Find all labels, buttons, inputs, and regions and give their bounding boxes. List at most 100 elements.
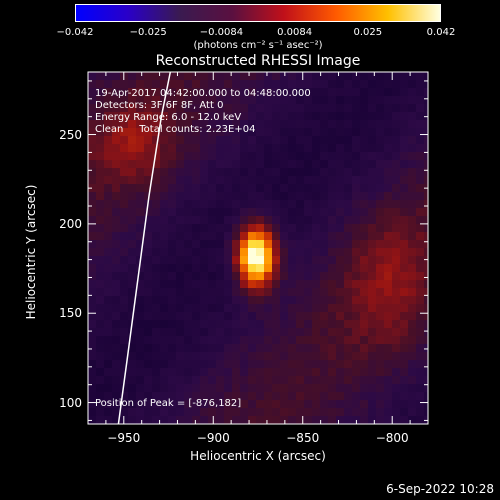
heatmap-cell: [240, 128, 249, 137]
heatmap-cell: [192, 232, 201, 241]
heatmap-cell: [192, 296, 201, 305]
heatmap-cell: [120, 104, 129, 113]
heatmap-cell: [184, 192, 193, 201]
heatmap-cell: [408, 72, 417, 81]
heatmap-cell: [144, 296, 153, 305]
heatmap-cell: [152, 352, 161, 361]
heatmap-cell: [352, 216, 361, 225]
heatmap-cell: [152, 336, 161, 345]
heatmap-cell: [360, 288, 369, 297]
heatmap-cell: [224, 400, 233, 409]
heatmap-cell: [328, 232, 337, 241]
heatmap-cell: [120, 144, 129, 153]
heatmap-cell: [424, 360, 428, 369]
heatmap-cell: [176, 272, 185, 281]
heatmap-cell: [224, 240, 233, 249]
heatmap-cell: [280, 176, 289, 185]
heatmap-cell: [400, 360, 409, 369]
heatmap-cell: [288, 176, 297, 185]
heatmap-cell: [128, 336, 137, 345]
heatmap-cell: [240, 88, 249, 97]
heatmap-cell: [400, 328, 409, 337]
heatmap-cell: [144, 384, 153, 393]
heatmap-cell: [304, 96, 313, 105]
heatmap-cell: [264, 336, 273, 345]
heatmap-cell: [184, 136, 193, 145]
heatmap-cell: [160, 384, 169, 393]
heatmap-cell: [264, 224, 273, 233]
heatmap-cell: [232, 120, 241, 129]
heatmap-cell: [368, 288, 377, 297]
heatmap-cell: [272, 120, 281, 129]
heatmap-cell: [296, 224, 305, 233]
heatmap-cell: [136, 112, 145, 121]
heatmap-cell: [304, 192, 313, 201]
heatmap-cell: [104, 88, 113, 97]
heatmap-cell: [328, 376, 337, 385]
heatmap-cell: [184, 152, 193, 161]
heatmap-cell: [88, 288, 97, 297]
heatmap-cell: [192, 240, 201, 249]
heatmap-cell: [224, 336, 233, 345]
heatmap-cell: [184, 400, 193, 409]
heatmap-cell: [344, 224, 353, 233]
heatmap-cell: [368, 112, 377, 121]
heatmap-cell: [296, 80, 305, 89]
heatmap-cell: [392, 184, 401, 193]
heatmap-cell: [416, 328, 425, 337]
heatmap-cell: [176, 72, 185, 81]
heatmap-cell: [104, 256, 113, 265]
heatmap-cell: [360, 400, 369, 409]
heatmap-cell: [120, 248, 129, 257]
heatmap-cell: [216, 120, 225, 129]
heatmap-cell: [320, 80, 329, 89]
heatmap-cell: [312, 88, 321, 97]
heatmap-cell: [208, 192, 217, 201]
heatmap-cell: [392, 104, 401, 113]
heatmap-cell: [152, 280, 161, 289]
heatmap-cell: [96, 104, 105, 113]
heatmap-cell: [368, 96, 377, 105]
heatmap-cell: [184, 128, 193, 137]
heatmap-cell: [376, 200, 385, 209]
heatmap-cell: [368, 152, 377, 161]
heatmap-cell: [336, 192, 345, 201]
heatmap-cell: [104, 264, 113, 273]
heatmap-cell: [240, 184, 249, 193]
heatmap-cell: [264, 376, 273, 385]
heatmap-cell: [288, 264, 297, 273]
heatmap-cell: [184, 384, 193, 393]
heatmap-cell: [296, 336, 305, 345]
heatmap-cell: [240, 304, 249, 313]
heatmap-cell: [280, 368, 289, 377]
heatmap-cell: [184, 328, 193, 337]
heatmap-cell: [392, 192, 401, 201]
heatmap-cell: [272, 296, 281, 305]
heatmap-cell: [352, 336, 361, 345]
heatmap-cell: [144, 328, 153, 337]
heatmap-cell: [344, 72, 353, 81]
heatmap-cell: [208, 344, 217, 353]
heatmap-cell: [264, 176, 273, 185]
heatmap-cell: [200, 160, 209, 169]
heatmap-cell: [216, 112, 225, 121]
heatmap-cell: [176, 184, 185, 193]
heatmap-cell: [104, 376, 113, 385]
y-tick-label: 250: [59, 127, 82, 142]
heatmap-cell: [240, 168, 249, 177]
heatmap-cell: [232, 136, 241, 145]
heatmap-cell: [272, 144, 281, 153]
heatmap-cell: [392, 280, 401, 289]
heatmap-cell: [208, 120, 217, 129]
heatmap-cell: [160, 312, 169, 321]
heatmap-cell: [160, 408, 169, 417]
heatmap-cell: [424, 216, 428, 225]
heatmap-cell: [176, 128, 185, 137]
heatmap-cell: [384, 256, 393, 265]
heatmap-cell: [136, 232, 145, 241]
heatmap-cell: [320, 192, 329, 201]
heatmap-cell: [320, 408, 329, 417]
heatmap-cell: [208, 264, 217, 273]
heatmap-cell: [168, 192, 177, 201]
heatmap-cell: [352, 160, 361, 169]
